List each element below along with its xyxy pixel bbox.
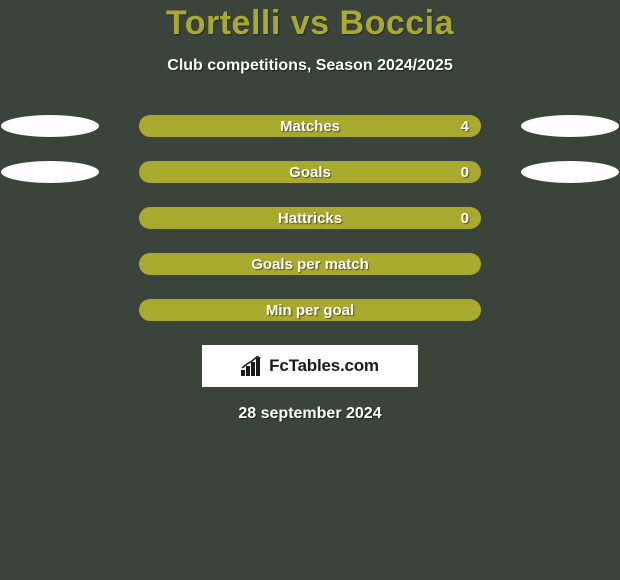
stat-label: Min per goal xyxy=(266,302,354,319)
stat-label: Goals per match xyxy=(251,256,369,273)
left-ellipse xyxy=(1,161,99,183)
stat-row: Min per goal xyxy=(0,299,620,321)
right-ellipse xyxy=(521,161,619,183)
stat-row: Matches 4 xyxy=(0,115,620,137)
stat-row: Hattricks 0 xyxy=(0,207,620,229)
stat-rows: Matches 4 Goals 0 Hattricks 0 Goals per match M… xyxy=(0,115,620,321)
page-title: Tortelli vs Boccia xyxy=(0,4,620,43)
chart-icon xyxy=(241,356,263,376)
stat-value: 0 xyxy=(461,210,469,227)
stat-bar: Goals per match xyxy=(139,253,481,275)
logo-box[interactable]: FcTables.com xyxy=(202,345,418,387)
right-ellipse xyxy=(521,115,619,137)
stat-label: Hattricks xyxy=(278,210,342,227)
stat-bar: Hattricks 0 xyxy=(139,207,481,229)
stat-row: Goals per match xyxy=(0,253,620,275)
stats-panel: Tortelli vs Boccia Club competitions, Se… xyxy=(0,0,620,580)
stat-value: 4 xyxy=(461,118,469,135)
logo-text: FcTables.com xyxy=(269,356,379,376)
stat-row: Goals 0 xyxy=(0,161,620,183)
stat-label: Goals xyxy=(289,164,331,181)
left-ellipse xyxy=(1,115,99,137)
stat-bar: Goals 0 xyxy=(139,161,481,183)
stat-label: Matches xyxy=(280,118,340,135)
stat-bar: Min per goal xyxy=(139,299,481,321)
stat-bar: Matches 4 xyxy=(139,115,481,137)
stat-value: 0 xyxy=(461,164,469,181)
date-label: 28 september 2024 xyxy=(0,405,620,423)
subtitle: Club competitions, Season 2024/2025 xyxy=(0,57,620,75)
